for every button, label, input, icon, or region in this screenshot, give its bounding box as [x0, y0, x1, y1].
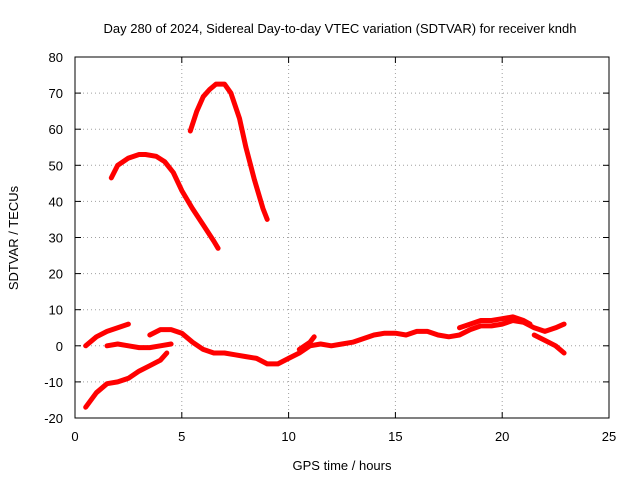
y-tick-label: -10	[44, 375, 63, 390]
series-arc-7	[457, 314, 533, 331]
y-tick-label: 0	[56, 339, 63, 354]
x-tick-label: 25	[602, 429, 616, 444]
x-tick-label: 5	[178, 429, 185, 444]
y-tick-label: 80	[49, 50, 63, 65]
series-arc-6	[147, 318, 567, 367]
y-tick-label: 70	[49, 86, 63, 101]
y-tick-label: 50	[49, 158, 63, 173]
x-tick-label: 20	[495, 429, 509, 444]
chart-title: Day 280 of 2024, Sidereal Day-to-day VTE…	[103, 21, 576, 36]
series-arc-4	[187, 81, 270, 222]
y-tick-label: 60	[49, 122, 63, 137]
x-axis-label: GPS time / hours	[293, 458, 392, 473]
series-group	[83, 81, 567, 410]
y-axis-label: SDTVAR / TECUs	[6, 185, 21, 290]
y-tick-label: 40	[49, 194, 63, 209]
tick-label-group: 0 5 10 15 20 25 -20 -10 0 10 20 30 40 50 60 70 80	[44, 50, 616, 444]
tick-group	[74, 56, 610, 419]
y-tick-label: 10	[49, 303, 63, 318]
series-arc-1	[83, 321, 131, 349]
x-tick-label: 15	[388, 429, 402, 444]
series-arc-2	[83, 350, 170, 410]
y-tick-label: -20	[44, 411, 63, 426]
x-tick-label: 10	[281, 429, 295, 444]
series-arc-9	[531, 332, 567, 356]
grid	[75, 57, 609, 418]
y-tick-label: 20	[49, 267, 63, 282]
series-arc-3	[108, 152, 221, 251]
series-arc-5	[104, 341, 174, 351]
y-tick-label: 30	[49, 231, 63, 246]
series-arc-8	[296, 334, 317, 352]
x-tick-label: 0	[71, 429, 78, 444]
